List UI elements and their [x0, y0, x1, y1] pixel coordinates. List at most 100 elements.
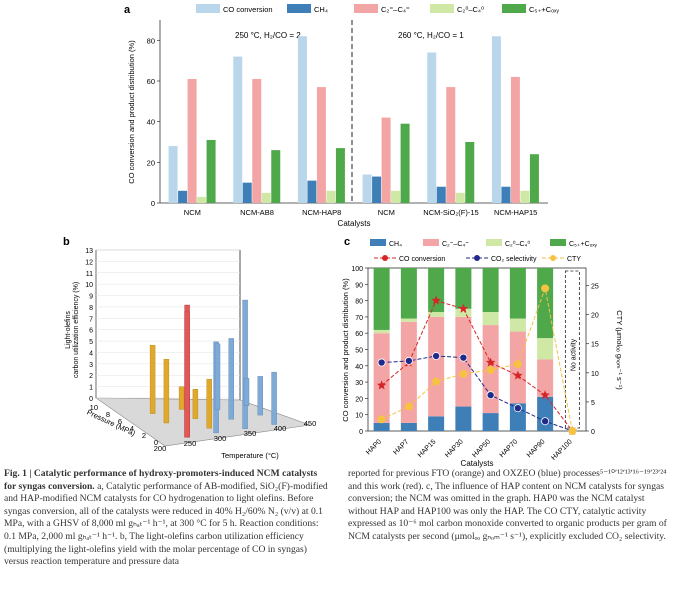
panel-c-legend-swatch	[550, 239, 566, 246]
panel-c-bar-segment	[428, 416, 445, 431]
panel-a-condition-right: 260 °C, H₂/CO = 1	[398, 31, 464, 40]
panel-c-legend-line-label: CO conversion	[399, 256, 445, 263]
panel-a-x-tick-label: NCM-SiO₂(F)-15	[423, 208, 478, 217]
panel-c-y2-tick-label: 5	[591, 400, 595, 407]
panel-b-bars	[149, 299, 277, 438]
panel-c-bar-segment	[537, 359, 554, 397]
panel-a-bar	[252, 78, 262, 203]
panel-a-legend-label: CO conversion	[223, 5, 273, 14]
panel-c-bar-segment	[509, 318, 526, 332]
panel-c-y-tick-label: 0	[359, 429, 363, 436]
panel-b-z-tick-label: 13	[85, 248, 93, 255]
panel-c-bar-segment	[509, 268, 526, 319]
panel-b-z-tick-label: 2	[89, 373, 93, 380]
panel-a-legend-swatch	[287, 4, 311, 13]
panel-b-z-tick-label: 8	[89, 305, 93, 312]
panel-b-z-tick-label: 6	[89, 328, 93, 335]
panel-c-bar-segment	[373, 268, 390, 330]
panel-a-letter: a	[124, 4, 131, 16]
panel-c-legend-marker	[382, 255, 388, 261]
panel-c-co2-selectivity-point	[377, 358, 386, 367]
panel-c-y-tick-label: 30	[355, 380, 363, 387]
panel-a-bar	[381, 117, 391, 203]
panel-b-bar	[163, 359, 170, 424]
panel-a-bar	[520, 190, 530, 203]
panel-b-z-tick-label: 4	[89, 350, 93, 357]
panel-a-bar	[168, 146, 178, 203]
panel-c-y2-tick-label: 15	[591, 342, 599, 349]
panel-a-bar	[465, 142, 475, 203]
panel-c-legend-swatch	[486, 239, 502, 246]
panel-c-y-tick-label: 60	[355, 331, 363, 338]
panel-b-y-tick-label: 0	[154, 438, 158, 447]
panel-a-bar	[372, 176, 382, 203]
panel-c-co-conversion-point	[458, 303, 469, 313]
panel-b-bar	[243, 378, 250, 406]
panel-b-z-tick-label: 1	[89, 385, 93, 392]
panel-a-bar	[529, 154, 539, 203]
panel-a-bar	[261, 192, 271, 203]
panel-c-y-tick-label: 100	[351, 266, 363, 273]
panel-c-cty-point	[513, 360, 522, 369]
panel-c-co-conversion-point	[376, 380, 387, 390]
panel-c-cty-point	[404, 402, 413, 411]
panel-a-legend-label: C₂⁼–C₄⁼	[381, 5, 410, 14]
caption-left-text: a, Catalytic performance of AB-modified,…	[4, 480, 328, 568]
panel-c-bars: No activity	[373, 268, 580, 431]
panel-b-x-tick-label: 200	[154, 444, 167, 453]
panel-b-bar	[206, 379, 212, 429]
panel-c-legend-label: C₂⁼–C₄⁼	[442, 241, 469, 248]
panel-a-x-tick-label: NCM	[378, 208, 395, 217]
panel-c-legend-label: C₂⁰–C₄⁰	[505, 240, 530, 248]
panel-c-cty-point	[568, 426, 577, 435]
panel-c-y-tick-label: 10	[355, 413, 363, 420]
panel-c-bar-segment	[400, 422, 417, 431]
panel-c-bar-segment	[455, 268, 472, 309]
panel-c-x-tick-label: HAP15	[417, 438, 438, 459]
panel-c-bar-segment	[482, 268, 499, 313]
panel-b-bar	[149, 345, 156, 414]
panel-a-axes: 250 °C, H₂/CO = 2 260 °C, H₂/CO = 1 Cata…	[127, 20, 548, 228]
panel-a-bar	[510, 76, 520, 203]
panel-b-bar	[242, 299, 248, 429]
panel-a-bar	[446, 87, 456, 203]
caption-title: Fig. 1 | Catalytic performance of hydrox…	[4, 468, 318, 492]
panel-c-bar-segment	[373, 329, 390, 334]
panel-b-z-tick-label: 7	[89, 316, 93, 323]
panel-a-bar	[491, 36, 501, 204]
panel-c-letter: c	[344, 236, 350, 248]
panel-a-y-tick-label: 60	[147, 77, 155, 86]
panel-a-x-tick-label: NCM-AB8	[240, 208, 274, 217]
panel-a-y-tick-label: 80	[147, 36, 155, 45]
panel-b-bar	[214, 343, 221, 411]
panel-a-bars	[168, 36, 539, 204]
panel-a-bar	[316, 87, 326, 203]
panel-b-bar	[192, 389, 199, 420]
panel-c-bar-segment	[373, 333, 390, 423]
panel-b-x-tick-label: 300	[214, 434, 227, 443]
panel-a-legend-swatch	[502, 4, 526, 13]
panel-c-x-label: Catalysts	[461, 459, 494, 468]
panel-a-bar	[400, 123, 410, 203]
panel-c-co-conversion-point	[513, 370, 523, 380]
panel-c-bar-segment	[428, 268, 445, 313]
panel-b-z-label-1: Light-olefins	[65, 311, 72, 349]
panel-a-bar	[436, 186, 446, 203]
panel-c-y2-tick-label: 10	[591, 371, 599, 378]
figure-canvas: a CO conversion CH₄ C₂⁼–C₄⁼ C₂⁰–C₄⁰ C₅₊+Cₒₓᵧ…	[63, 4, 624, 468]
panel-a-bar	[297, 36, 307, 204]
panel-a-bar	[335, 148, 345, 203]
panel-b-y-tick-label: 2	[142, 431, 146, 440]
panel-c-bar-segment	[428, 312, 445, 317]
panel-a-bar	[455, 192, 465, 203]
panel-a-bar	[187, 78, 197, 203]
panel-c-y-tick-label: 80	[355, 299, 363, 306]
panel-b-x-label: Temperature (°C)	[221, 451, 279, 460]
panel-a-legend-swatch	[196, 4, 220, 13]
panel-a-bar	[178, 190, 188, 203]
panel-b-bar	[271, 371, 277, 425]
panel-b-floor	[95, 397, 311, 447]
panel-c-cty-point	[459, 369, 468, 378]
caption-left-column: Fig. 1 | Catalytic performance of hydrox…	[4, 468, 330, 569]
panel-c-bar-segment	[400, 268, 417, 319]
